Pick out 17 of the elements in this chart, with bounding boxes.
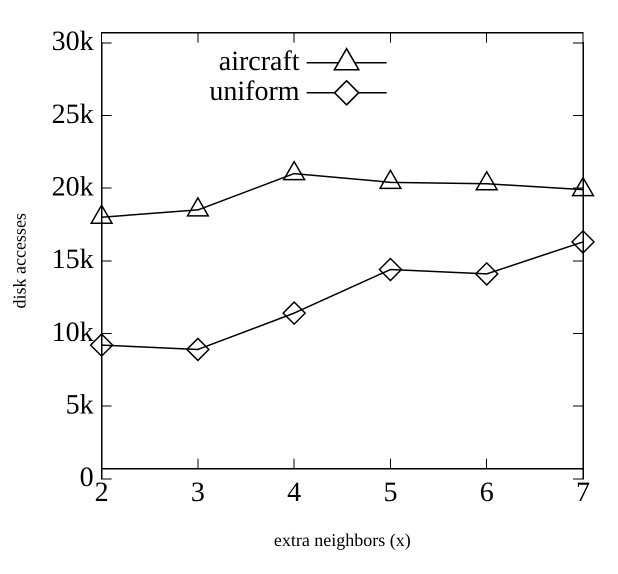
y-tick-label: 5k: [66, 389, 94, 420]
x-axis-title: extra neighbors (x): [274, 530, 411, 550]
y-axis-title: disk accesses: [10, 213, 30, 309]
legend-label: aircraft: [218, 46, 300, 78]
x-tick-label: 3: [190, 476, 205, 508]
x-tick-label: 7: [576, 476, 590, 508]
x-tick-label: 4: [287, 476, 302, 508]
legend-label: uniform: [209, 76, 300, 108]
y-tick-label: 30k: [52, 26, 94, 58]
y-tick-label: 20k: [52, 171, 94, 202]
x-tick-label: 2: [94, 476, 109, 508]
x-tick-label: 6: [480, 476, 494, 508]
y-tick-label: 15k: [52, 244, 94, 276]
y-tick-label: 10k: [52, 316, 94, 348]
y-tick-label: 0: [80, 462, 94, 494]
x-tick-label: 5: [383, 476, 398, 508]
y-tick-label: 25k: [52, 98, 94, 130]
